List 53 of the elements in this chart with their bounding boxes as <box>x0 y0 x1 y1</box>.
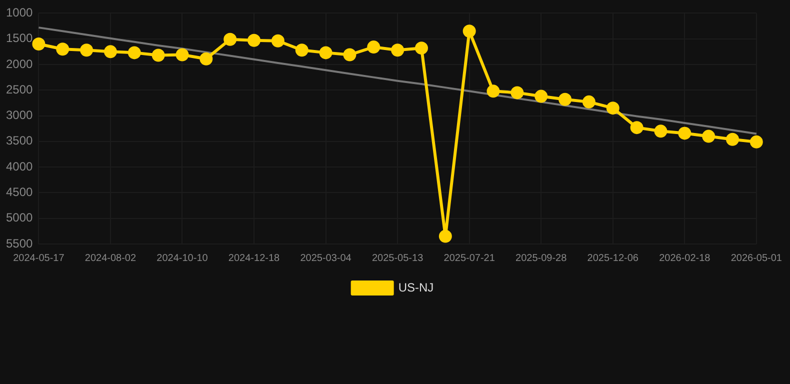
x-tick-label: 2025-05-13 <box>372 252 424 264</box>
point <box>534 90 548 103</box>
y-tick-label: 1000 <box>6 6 34 20</box>
point <box>582 95 596 108</box>
point <box>510 86 524 100</box>
legend-label: US-NJ <box>398 280 434 294</box>
point <box>248 34 261 47</box>
point <box>152 48 165 62</box>
point <box>702 130 716 143</box>
y-tick-label: 2000 <box>6 56 34 71</box>
y-tick-label: 3000 <box>6 108 34 122</box>
point <box>606 102 620 115</box>
point <box>558 92 572 106</box>
point <box>750 135 763 148</box>
y-tick-label: 4500 <box>6 185 34 200</box>
point <box>319 46 332 60</box>
point <box>367 40 380 54</box>
point <box>295 44 308 57</box>
point <box>414 42 428 55</box>
point <box>343 48 356 62</box>
point <box>438 230 452 243</box>
point <box>128 46 141 60</box>
y-tick-label: 5500 <box>6 236 34 250</box>
point <box>462 24 476 38</box>
x-tick-label: 2024-12-18 <box>228 252 280 264</box>
point <box>224 32 237 46</box>
point <box>678 126 692 140</box>
x-tick-label: 2025-12-06 <box>587 252 639 264</box>
x-tick-label: 2026-05-01 <box>730 252 782 264</box>
point <box>176 48 189 62</box>
x-tick-label: 2025-09-28 <box>516 252 568 264</box>
y-tick-label: 5000 <box>6 210 34 225</box>
point <box>32 37 46 50</box>
x-tick-label: 2024-08-02 <box>84 252 136 264</box>
x-tick-label: 2025-03-04 <box>300 252 352 264</box>
x-tick-label: 2024-10-10 <box>156 252 208 264</box>
point <box>104 45 117 58</box>
point <box>630 121 644 134</box>
point <box>391 44 404 57</box>
point <box>80 44 94 57</box>
point <box>486 84 500 98</box>
y-tick-label: 1500 <box>6 31 34 46</box>
x-tick-label: 2026-02-18 <box>659 252 711 264</box>
point <box>271 34 284 48</box>
y-tick-label: 2500 <box>6 82 34 96</box>
point <box>654 124 668 138</box>
point <box>726 132 739 146</box>
y-tick-label: 3500 <box>6 134 34 148</box>
point <box>200 52 213 66</box>
x-tick-label: 2025-07-21 <box>444 252 496 264</box>
y-tick-label: 4000 <box>6 159 34 174</box>
point <box>56 42 70 56</box>
x-tick-label: 2024-05-17 <box>13 252 65 264</box>
